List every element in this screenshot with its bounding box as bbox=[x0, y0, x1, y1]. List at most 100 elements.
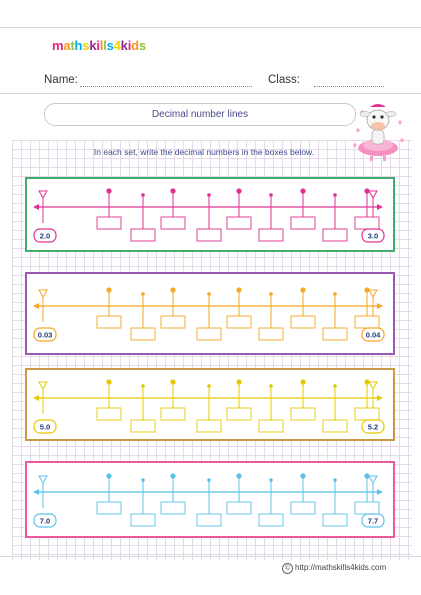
answer-box[interactable] bbox=[354, 501, 380, 515]
answer-box[interactable] bbox=[160, 315, 186, 329]
number-line-set-1: 2.0 3.0 bbox=[25, 177, 395, 252]
answer-box[interactable] bbox=[196, 419, 222, 433]
tick-dot bbox=[269, 292, 273, 296]
answer-box[interactable] bbox=[258, 327, 284, 341]
tick-dot bbox=[300, 473, 306, 479]
tick-dot bbox=[106, 379, 112, 385]
tick-dot bbox=[333, 193, 337, 197]
end-label: 5.2 bbox=[368, 423, 378, 432]
logo-letter: s bbox=[106, 38, 114, 53]
arrow-left-icon bbox=[33, 204, 39, 210]
end-label-box bbox=[361, 228, 385, 243]
end-label: 3.0 bbox=[368, 232, 378, 241]
answer-box[interactable] bbox=[160, 501, 186, 515]
tick-dot bbox=[269, 478, 273, 482]
tick-dot bbox=[364, 379, 370, 385]
answer-box[interactable] bbox=[196, 327, 222, 341]
answer-box[interactable] bbox=[196, 513, 222, 527]
logo-letter: k bbox=[120, 38, 128, 53]
copyright-icon: © bbox=[282, 563, 293, 574]
answer-box[interactable] bbox=[226, 407, 252, 421]
answer-box[interactable] bbox=[322, 228, 348, 242]
end-label-box bbox=[33, 513, 57, 528]
tick-dot bbox=[364, 287, 370, 293]
tick-dot bbox=[333, 384, 337, 388]
tick-dot bbox=[141, 478, 145, 482]
answer-box[interactable] bbox=[258, 513, 284, 527]
tick-dot bbox=[364, 188, 370, 194]
answer-box[interactable] bbox=[322, 327, 348, 341]
answer-box[interactable] bbox=[322, 419, 348, 433]
name-label: Name: bbox=[44, 74, 78, 86]
logo-letter: d bbox=[131, 38, 139, 53]
tick-dot bbox=[141, 384, 145, 388]
tick-dot bbox=[141, 292, 145, 296]
end-marker-icon bbox=[368, 289, 378, 299]
number-line-set-3: 5.0 5.2 bbox=[25, 368, 395, 441]
tick-dot bbox=[236, 379, 242, 385]
class-label: Class: bbox=[268, 74, 300, 86]
end-label-box bbox=[33, 327, 57, 342]
end-label-box bbox=[33, 419, 57, 434]
tick-dot bbox=[333, 478, 337, 482]
end-label: 5.0 bbox=[40, 423, 50, 432]
answer-box[interactable] bbox=[130, 327, 156, 341]
worksheet-title: Decimal number lines bbox=[44, 103, 356, 126]
tick-dot bbox=[333, 292, 337, 296]
logo-letter: a bbox=[63, 38, 71, 53]
tick-dot bbox=[236, 287, 242, 293]
tick-dot bbox=[300, 379, 306, 385]
top-rule bbox=[0, 27, 421, 28]
end-label-box bbox=[33, 228, 57, 243]
answer-box[interactable] bbox=[354, 216, 380, 230]
arrow-right-icon bbox=[377, 489, 383, 495]
header-rule bbox=[0, 93, 421, 94]
answer-box[interactable] bbox=[96, 407, 122, 421]
answer-box[interactable] bbox=[130, 228, 156, 242]
logo-letter: 4 bbox=[113, 38, 121, 53]
end-marker-icon bbox=[38, 190, 48, 200]
logo-letter: l bbox=[99, 38, 104, 53]
answer-box[interactable] bbox=[160, 407, 186, 421]
answer-box[interactable] bbox=[258, 228, 284, 242]
tick-dot bbox=[300, 287, 306, 293]
answer-box[interactable] bbox=[196, 228, 222, 242]
end-label: 2.0 bbox=[40, 232, 50, 241]
tick-dot bbox=[106, 287, 112, 293]
end-label-box bbox=[361, 513, 385, 528]
answer-box[interactable] bbox=[354, 315, 380, 329]
answer-box[interactable] bbox=[226, 216, 252, 230]
answer-box[interactable] bbox=[96, 216, 122, 230]
tick-dot bbox=[207, 292, 211, 296]
answer-box[interactable] bbox=[290, 407, 316, 421]
logo-letter: t bbox=[70, 38, 75, 53]
answer-box[interactable] bbox=[96, 315, 122, 329]
answer-box[interactable] bbox=[226, 315, 252, 329]
answer-box[interactable] bbox=[258, 419, 284, 433]
number-line-2: 0.03 0.04 bbox=[33, 287, 385, 342]
answer-box[interactable] bbox=[354, 407, 380, 421]
arrow-right-icon bbox=[377, 204, 383, 210]
end-marker-icon bbox=[368, 475, 378, 485]
end-marker-icon bbox=[38, 381, 48, 391]
answer-box[interactable] bbox=[290, 216, 316, 230]
end-marker-icon bbox=[38, 289, 48, 299]
answer-box[interactable] bbox=[130, 419, 156, 433]
tick-dot bbox=[207, 193, 211, 197]
end-label-box bbox=[361, 327, 385, 342]
answer-box[interactable] bbox=[130, 513, 156, 527]
footer-url[interactable]: http://mathskills4kids.com bbox=[295, 563, 387, 572]
end-label: 0.04 bbox=[366, 331, 381, 340]
answer-box[interactable] bbox=[226, 501, 252, 515]
answer-box[interactable] bbox=[96, 501, 122, 515]
answer-box[interactable] bbox=[290, 315, 316, 329]
arrow-right-icon bbox=[377, 303, 383, 309]
answer-box[interactable] bbox=[160, 216, 186, 230]
tick-dot bbox=[141, 193, 145, 197]
name-field[interactable] bbox=[80, 86, 252, 87]
logo-letter: l bbox=[103, 38, 107, 53]
class-field[interactable] bbox=[314, 86, 384, 87]
answer-box[interactable] bbox=[290, 501, 316, 515]
answer-box[interactable] bbox=[322, 513, 348, 527]
arrow-right-icon bbox=[377, 395, 383, 401]
